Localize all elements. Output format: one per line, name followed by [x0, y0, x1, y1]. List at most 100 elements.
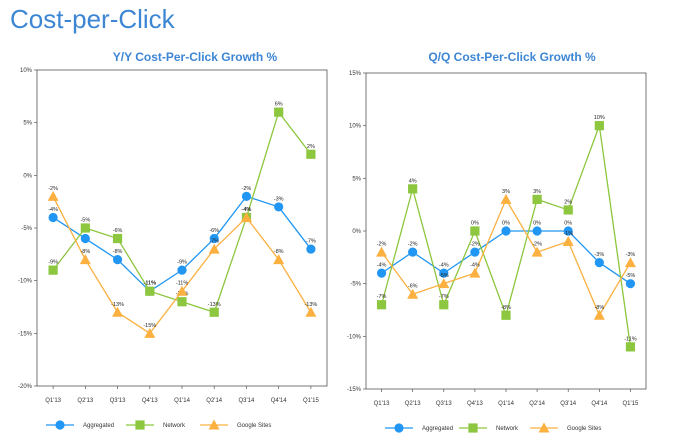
chart-title: Y/Y Cost-Per-Click Growth %	[113, 50, 278, 64]
data-point-network	[408, 184, 418, 194]
data-point-aggregated	[408, 247, 418, 257]
data-point-google-sites	[593, 309, 605, 320]
x-tick-label: Q1'14	[498, 401, 514, 407]
data-point-google-sites	[47, 190, 59, 201]
legend-label-aggregated: Aggregated	[83, 423, 114, 429]
legend-marker-network	[135, 420, 145, 430]
legend-marker-aggregated	[55, 420, 65, 430]
data-point-network	[376, 300, 387, 310]
data-point-aggregated	[177, 265, 187, 275]
y-tick-label: -15%	[347, 387, 362, 393]
data-label-network: 10%	[594, 115, 605, 121]
chart-title: Q/Q Cost-Per-Click Growth %	[428, 50, 596, 64]
series-line-google-sites	[381, 197, 632, 317]
data-label-aggregated: -4%	[439, 263, 449, 269]
data-label-network: 6%	[275, 102, 283, 108]
data-label-network: -11%	[624, 336, 637, 342]
data-label-google-sites: -11%	[176, 281, 189, 287]
data-label-google-sites: -15%	[143, 323, 156, 329]
y-tick-label: 5%	[23, 121, 32, 127]
data-point-aggregated	[241, 191, 252, 201]
data-label-google-sites: -4%	[470, 263, 480, 269]
data-label-network: -8%	[501, 305, 511, 311]
data-label-network: 0%	[471, 221, 479, 227]
y-tick-label: -20%	[18, 384, 33, 390]
data-label-aggregated: -5%	[626, 273, 636, 279]
y-tick-label: 0%	[23, 173, 32, 179]
data-point-google-sites	[500, 193, 512, 204]
data-point-google-sites	[469, 267, 481, 278]
data-label-google-sites: -8%	[594, 305, 604, 311]
data-label-aggregated: -11%	[144, 281, 157, 287]
y-tick-label: -5%	[21, 226, 32, 232]
x-tick-label: Q1'13	[374, 401, 390, 407]
data-label-aggregated: -4%	[377, 263, 387, 269]
page-title: Cost-per-Click	[10, 4, 175, 34]
data-point-network	[80, 223, 90, 233]
data-point-aggregated	[306, 244, 316, 254]
data-point-aggregated	[274, 202, 284, 212]
y-tick-label: -15%	[18, 331, 33, 337]
data-point-network	[274, 107, 284, 117]
data-point-network	[112, 233, 123, 244]
x-tick-label: Q4'14	[271, 398, 287, 404]
data-point-network	[563, 205, 573, 215]
x-tick-label: Q1'15	[623, 401, 639, 407]
data-label-network: -7%	[377, 294, 387, 300]
y-tick-label: -5%	[350, 282, 361, 288]
legend-marker-google-sites	[538, 422, 550, 433]
data-label-google-sites: -1%	[563, 231, 573, 237]
x-tick-label: Q1'13	[45, 398, 61, 404]
data-label-google-sites: -13%	[304, 302, 317, 308]
data-point-aggregated	[532, 226, 542, 236]
data-point-aggregated	[112, 255, 123, 265]
data-point-google-sites	[438, 278, 450, 289]
data-label-google-sites: -2%	[532, 242, 542, 248]
y-tick-label: 10%	[349, 124, 362, 130]
data-point-aggregated	[594, 258, 604, 268]
data-label-google-sites: -5%	[439, 273, 449, 279]
data-label-google-sites: -2%	[48, 186, 58, 192]
data-label-aggregated: -8%	[113, 249, 123, 255]
data-label-aggregated: 0%	[564, 221, 572, 227]
data-point-google-sites	[144, 327, 156, 338]
data-label-aggregated: -7%	[306, 239, 316, 245]
legend-label-network: Network	[163, 423, 186, 429]
y-tick-label: 15%	[349, 71, 362, 77]
data-label-network: -13%	[208, 302, 221, 308]
data-label-aggregated: -3%	[274, 196, 284, 202]
x-tick-label: Q2'14	[529, 401, 545, 407]
y-tick-label: 5%	[352, 176, 361, 182]
data-label-aggregated: 0%	[533, 221, 541, 227]
data-point-google-sites	[208, 243, 220, 254]
data-point-aggregated	[470, 247, 480, 257]
chart-2: Q/Q Cost-Per-Click Growth % 15% 10% 5% 0% -5%…	[347, 50, 647, 433]
data-label-google-sites: -8%	[274, 249, 284, 255]
data-point-network	[594, 121, 604, 131]
data-label-google-sites: -4%	[242, 207, 252, 213]
x-tick-label: Q3'13	[436, 401, 452, 407]
data-point-network	[532, 194, 542, 204]
x-tick-label: Q4'13	[142, 398, 158, 404]
data-point-google-sites	[531, 246, 543, 257]
data-point-aggregated	[376, 268, 387, 278]
data-label-google-sites: -7%	[209, 239, 219, 245]
data-label-network: -4%	[242, 207, 252, 213]
series-line-aggregated	[52, 195, 312, 293]
data-point-network	[48, 265, 58, 275]
data-point-aggregated	[48, 212, 58, 223]
data-label-aggregated: -4%	[48, 207, 58, 213]
x-tick-label: Q2'14	[206, 398, 222, 404]
data-point-google-sites	[407, 288, 419, 299]
data-label-network: -11%	[144, 281, 157, 287]
data-point-google-sites	[240, 211, 252, 222]
data-point-network	[501, 310, 511, 320]
data-point-aggregated	[501, 226, 511, 236]
data-label-aggregated: 0%	[502, 221, 510, 227]
y-tick-label: -10%	[347, 334, 362, 340]
legend-label-network: Network	[496, 426, 519, 432]
data-point-aggregated	[209, 233, 219, 244]
x-tick-label: Q2'13	[77, 398, 93, 404]
data-point-network	[177, 297, 187, 307]
